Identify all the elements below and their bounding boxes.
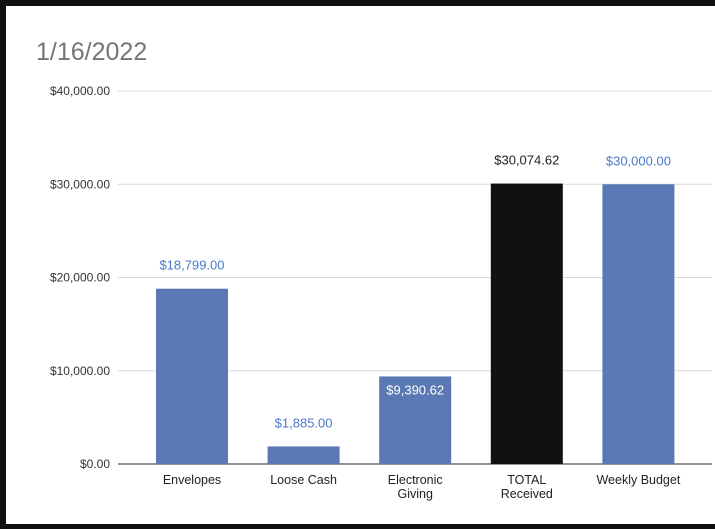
bars (156, 183, 675, 464)
category-label: Loose Cash (270, 473, 337, 487)
y-tick-label: $20,000.00 (50, 271, 110, 285)
category-label: Giving (397, 487, 432, 501)
data-label: $1,885.00 (275, 415, 333, 430)
data-label: $30,000.00 (606, 153, 671, 168)
bar (602, 184, 675, 464)
bar (267, 446, 340, 464)
y-tick-label: $30,000.00 (50, 177, 110, 191)
y-tick-label: $40,000.00 (50, 84, 110, 98)
data-labels: $18,799.00 $1,885.00 $9,390.62 $30,074.62 $3… (159, 153, 670, 431)
category-label: Electronic (388, 473, 443, 487)
data-label: $9,390.62 (386, 382, 444, 397)
y-tick-label: $10,000.00 (50, 364, 110, 378)
bar (156, 288, 228, 464)
data-label: $18,799.00 (159, 258, 224, 273)
category-label: Received (501, 487, 553, 501)
y-axis-tick-labels: $0.00 $10,000.00 $20,000.00 $30,000.00 $40,0… (50, 84, 110, 471)
chart-title: 1/16/2022 (36, 38, 147, 66)
category-label: Envelopes (163, 473, 221, 487)
bar (379, 376, 452, 464)
data-label: $30,074.62 (494, 153, 559, 168)
category-label: Weekly Budget (596, 473, 680, 487)
category-label: TOTAL (507, 473, 546, 487)
y-tick-label: $0.00 (80, 457, 110, 471)
bar (490, 183, 563, 464)
